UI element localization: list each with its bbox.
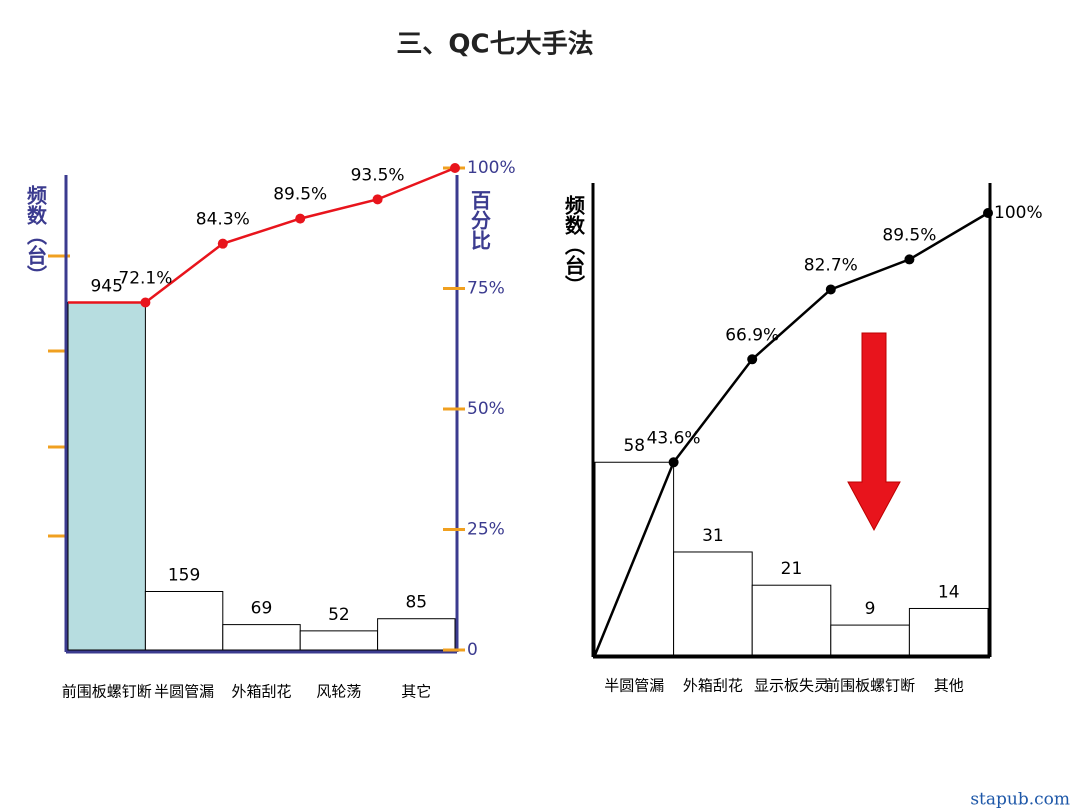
line-value-label: 93.5% [351, 165, 405, 185]
bar [299, 630, 379, 651]
y2-axis-label: 百分比 [468, 190, 492, 251]
down-arrow [847, 332, 901, 532]
line-value-label: 89.5% [882, 225, 936, 245]
bar-value-label: 945 [90, 276, 122, 296]
y2-tick-label: 0 [467, 640, 478, 660]
x-tick-label: 其它 [401, 683, 431, 701]
x-tick-label: 前围板螺钉断 [62, 683, 152, 701]
x-tick-label: 风轮荡 [316, 683, 361, 701]
x-tick-label: 其他 [934, 677, 964, 695]
y-axis-label: 频数（台） [24, 184, 48, 285]
line-point [140, 297, 151, 308]
line-point [983, 208, 993, 218]
line-point [450, 163, 460, 173]
bar-value-label: 21 [781, 559, 803, 579]
bar [67, 301, 146, 651]
line-point [668, 457, 679, 468]
line-point [295, 213, 306, 224]
line-value-label: 89.5% [273, 185, 327, 205]
y2-tick-label: 75% [467, 279, 505, 299]
bar [377, 618, 456, 651]
bar-value-label: 85 [405, 593, 427, 613]
line-value-label: 72.1% [118, 268, 172, 288]
y2-tick-label: 50% [467, 399, 505, 419]
line-point [747, 354, 758, 365]
line-value-label: 66.9% [725, 325, 779, 345]
bar [908, 607, 989, 656]
x-tick-label: 外箱刮花 [231, 683, 291, 701]
line-value-label: 84.3% [196, 210, 250, 230]
x-tick-label: 外箱刮花 [683, 677, 743, 695]
bar-value-label: 69 [251, 599, 273, 619]
line-value-label: 43.6% [647, 428, 701, 448]
bar-value-label: 58 [623, 436, 645, 456]
bar [830, 624, 910, 656]
line-value-label: 100% [994, 203, 1043, 223]
line-point [825, 284, 836, 295]
line-point [904, 254, 915, 265]
bar-value-label: 31 [702, 526, 724, 546]
x-tick-label: 显示板失灵 [754, 677, 829, 695]
bar [751, 584, 832, 656]
bar [144, 590, 224, 651]
bar-value-label: 52 [328, 605, 350, 625]
y2-tick-label: 25% [467, 520, 505, 540]
x-tick-label: 半圆管漏 [154, 683, 214, 701]
y2-tick-label: 100% [467, 158, 516, 178]
cumulative-line [672, 211, 989, 464]
line-value-label: 82.7% [804, 255, 858, 275]
bar-value-label: 9 [865, 599, 876, 619]
line-origin-segment [593, 461, 675, 656]
slide-title: 三、QC七大手法 [396, 30, 593, 60]
y-axis-label: 频数（台） [562, 194, 586, 295]
bar [673, 551, 753, 656]
bar-value-label: 14 [938, 582, 960, 602]
watermark: stapub.com [970, 790, 1070, 810]
x-tick-label: 半圆管漏 [604, 677, 664, 695]
bar [222, 624, 301, 651]
line-point [372, 194, 383, 205]
line-point [217, 238, 228, 249]
x-tick-label: 前围板螺钉断 [825, 677, 915, 695]
bar-value-label: 159 [168, 565, 200, 585]
